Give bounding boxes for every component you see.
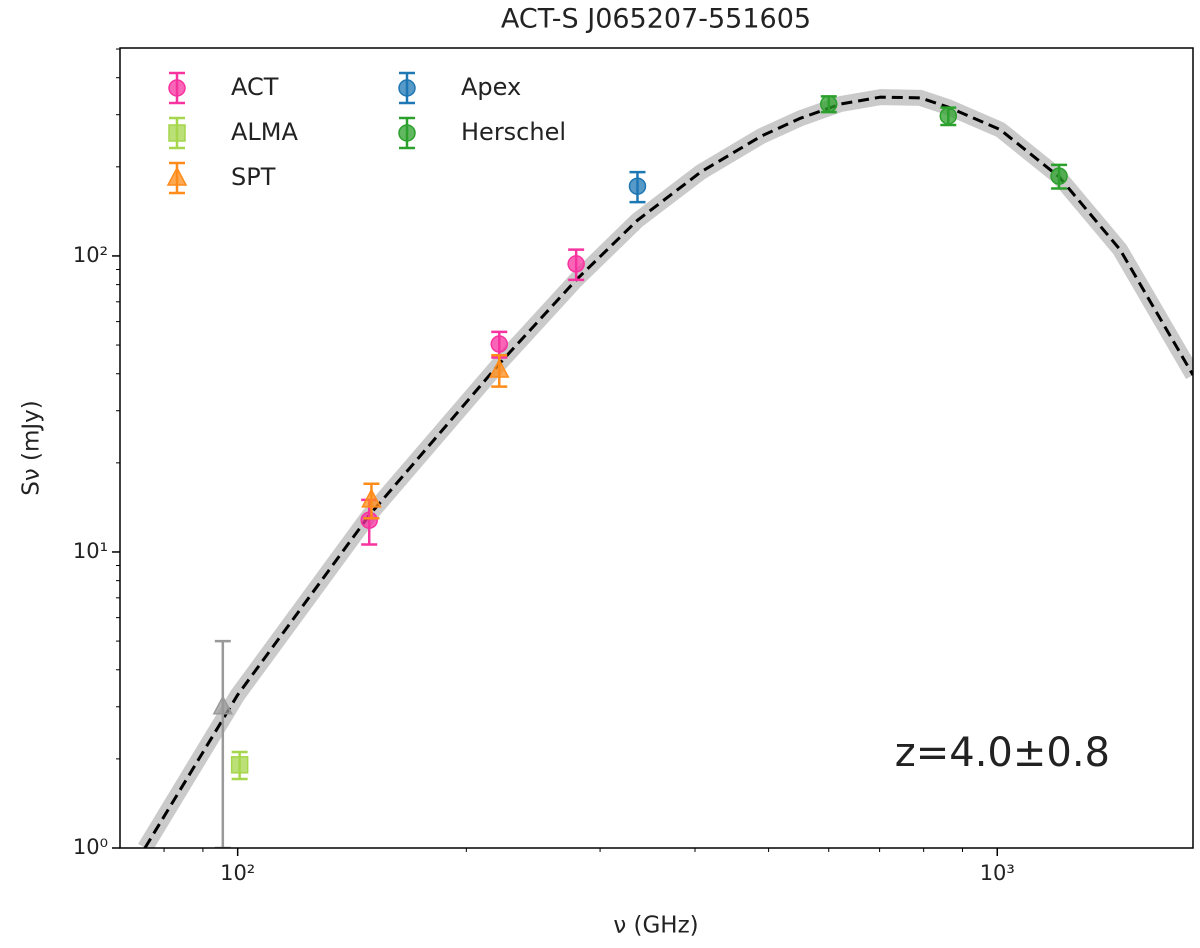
legend-marker — [168, 124, 186, 142]
data-point — [230, 756, 249, 774]
plot-area — [138, 89, 1193, 848]
axes: 10² 10³ 10⁰ 10¹ 10² ACT ALMA SPT Apex Herschel — [73, 48, 1015, 885]
y-tick-label: 10² — [73, 243, 108, 267]
x-tick-label: 10² — [220, 861, 255, 885]
legend-entry: ACT — [168, 71, 279, 105]
annotation: z=4.0±0.8 — [895, 730, 1110, 776]
x-tick-label: 10³ — [980, 861, 1015, 885]
fit-line — [143, 95, 1193, 848]
data-point — [361, 488, 382, 508]
legend-marker — [398, 79, 416, 97]
y-tick-label: 10¹ — [73, 539, 108, 563]
data-point — [360, 511, 378, 529]
data-point — [819, 95, 838, 113]
data-point — [212, 695, 234, 715]
y-axis-label: Sν (mJy) — [19, 400, 45, 496]
x-axis-label: ν (GHz) — [613, 913, 698, 939]
legend-marker — [166, 166, 188, 186]
data-point — [1050, 167, 1068, 185]
plot-frame — [119, 47, 1194, 849]
data-point — [939, 107, 958, 125]
y-tick-label: 10⁰ — [73, 835, 108, 859]
data-point — [489, 358, 510, 378]
legend-label: Apex — [461, 73, 521, 101]
error-bar — [214, 639, 231, 848]
legend-label: Herschel — [461, 118, 566, 146]
legend-marker — [398, 124, 416, 142]
chart-title: ACT-S J065207-551605 — [501, 4, 811, 35]
legend-label: ALMA — [231, 118, 298, 146]
data-point — [628, 177, 647, 195]
legend-entry: Herschel — [398, 116, 566, 150]
legend-marker — [168, 79, 186, 97]
legend-entry: Apex — [398, 71, 521, 105]
legend-label: SPT — [231, 163, 276, 191]
data-point — [490, 335, 509, 353]
legend-label: ACT — [231, 73, 279, 101]
legend-entry: SPT — [166, 161, 276, 195]
data-point — [567, 255, 585, 273]
legend-entry: ALMA — [168, 116, 298, 150]
